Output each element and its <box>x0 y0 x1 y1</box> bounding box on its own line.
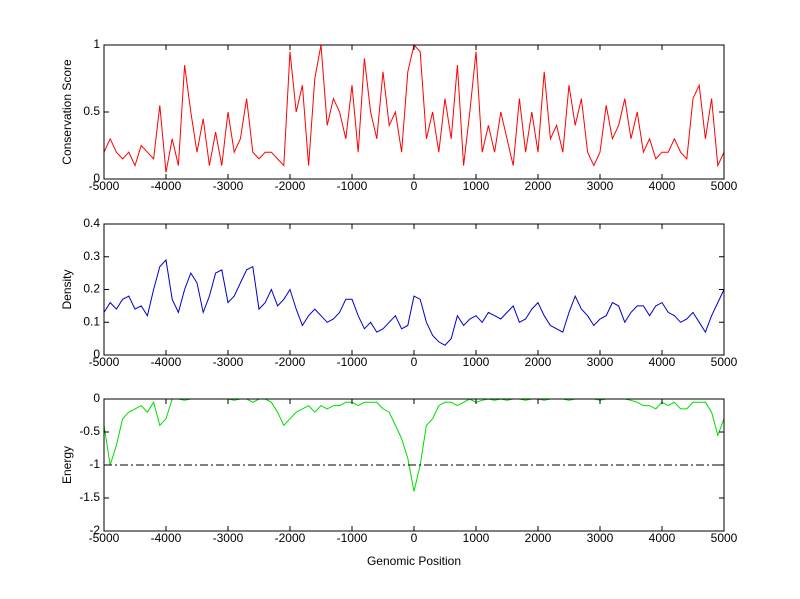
x-tick-label: -3000 <box>213 531 244 545</box>
x-tick-label: 4000 <box>649 179 676 193</box>
x-tick-label: 5000 <box>711 355 738 369</box>
x-tick-label: 4000 <box>649 531 676 545</box>
x-tick-label: -1000 <box>337 531 368 545</box>
y-tick-label: 0 <box>93 347 100 361</box>
x-tick-label: 3000 <box>587 179 614 193</box>
x-tick-label: 2000 <box>525 179 552 193</box>
x-axis-label: Genomic Position <box>367 554 461 568</box>
axes-background <box>104 224 724 355</box>
y-tick-label: -1 <box>89 457 100 471</box>
y-tick-label: 0.1 <box>83 314 100 328</box>
x-tick-label: 4000 <box>649 355 676 369</box>
x-tick-label: 0 <box>411 179 418 193</box>
x-tick-label: -3000 <box>213 179 244 193</box>
x-tick-label: -5000 <box>89 355 120 369</box>
y-tick-label: 1 <box>93 37 100 51</box>
x-tick-label: 5000 <box>711 531 738 545</box>
y-tick-label: -1.5 <box>79 490 100 504</box>
y-axis-label: Density <box>60 269 74 309</box>
x-tick-label: -5000 <box>89 179 120 193</box>
x-tick-label: 5000 <box>711 179 738 193</box>
x-tick-label: 1000 <box>463 531 490 545</box>
y-tick-label: 0.2 <box>83 282 100 296</box>
data-line <box>103 258 725 346</box>
axes-background <box>104 45 724 179</box>
y-axis-label: Conservation Score <box>60 59 74 165</box>
y-tick-label: 0.5 <box>83 104 100 118</box>
x-tick-label: 1000 <box>463 355 490 369</box>
x-tick-label: -2000 <box>275 179 306 193</box>
x-tick-label: 1000 <box>463 179 490 193</box>
y-tick-label: 0 <box>93 171 100 185</box>
x-tick-label: 3000 <box>587 355 614 369</box>
x-tick-label: -2000 <box>275 355 306 369</box>
x-tick-label: 2000 <box>525 531 552 545</box>
y-axis-label: Energy <box>60 446 74 484</box>
x-tick-label: 3000 <box>587 531 614 545</box>
x-tick-label: -4000 <box>151 355 182 369</box>
x-tick-label: -4000 <box>151 531 182 545</box>
y-tick-label: 0 <box>93 391 100 405</box>
x-tick-label: -2000 <box>275 531 306 545</box>
x-tick-label: -3000 <box>213 355 244 369</box>
x-tick-label: -1000 <box>337 355 368 369</box>
x-tick-label: 0 <box>411 355 418 369</box>
x-tick-label: -5000 <box>89 531 120 545</box>
x-tick-label: -4000 <box>151 179 182 193</box>
y-tick-label: 0.4 <box>83 216 100 230</box>
x-tick-label: -1000 <box>337 179 368 193</box>
x-tick-label: 2000 <box>525 355 552 369</box>
y-tick-label: 0.3 <box>83 249 100 263</box>
y-tick-label: -2 <box>89 523 100 537</box>
y-tick-label: -0.5 <box>79 424 100 438</box>
x-tick-label: 0 <box>411 531 418 545</box>
